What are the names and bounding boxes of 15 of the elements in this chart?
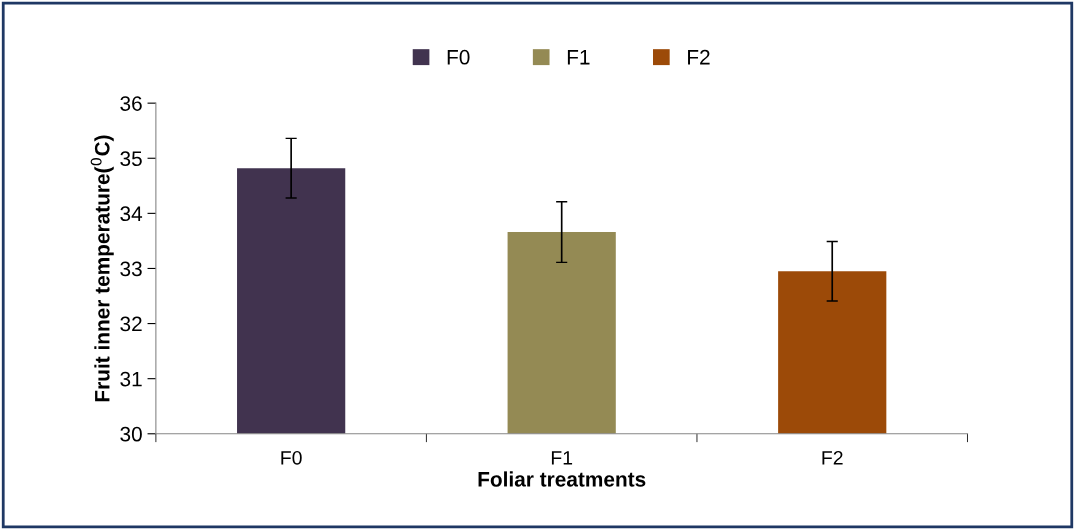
y-axis-title: Fruit inner temperature($^{0}$C) [90,135,114,402]
legend-label: F2 [688,49,710,65]
x-tick-label: F0 [281,450,302,465]
x-axis-title: Foliar treatments [478,471,646,487]
y-tick-label: 32 [120,316,142,332]
y-tick-label: 30 [120,426,142,442]
x-tick-label: F2 [822,450,843,465]
y-tick-label: 33 [120,261,142,277]
y-tick-label: 36 [120,96,142,111]
y-tick-label: 35 [120,151,142,167]
legend-label: F1 [567,50,590,65]
y-tick-label: 31 [120,371,142,387]
y-tick-label: 34 [120,206,143,222]
x-tick-label: F1 [551,451,573,465]
legend-label: F0 [447,49,470,65]
